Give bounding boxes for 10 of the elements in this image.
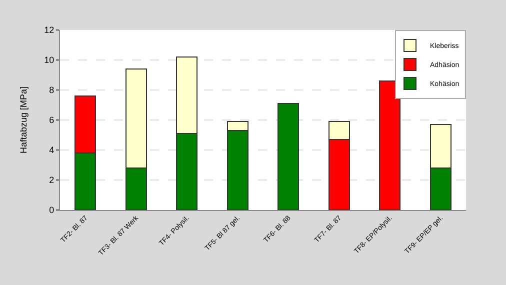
y-tick-label: 2: [49, 175, 54, 186]
y-tick-label: 12: [44, 25, 54, 36]
y-tick-label: 10: [44, 55, 54, 66]
y-tick-label: 8: [49, 85, 54, 96]
bar: [379, 80, 401, 210]
y-tick-label: 6: [49, 115, 54, 126]
bar: [278, 103, 300, 210]
y-tick-label: 0: [49, 205, 54, 216]
y-axis-title: Haftabzug [MPa]: [18, 86, 29, 154]
y-tick-label: 4: [49, 145, 54, 156]
